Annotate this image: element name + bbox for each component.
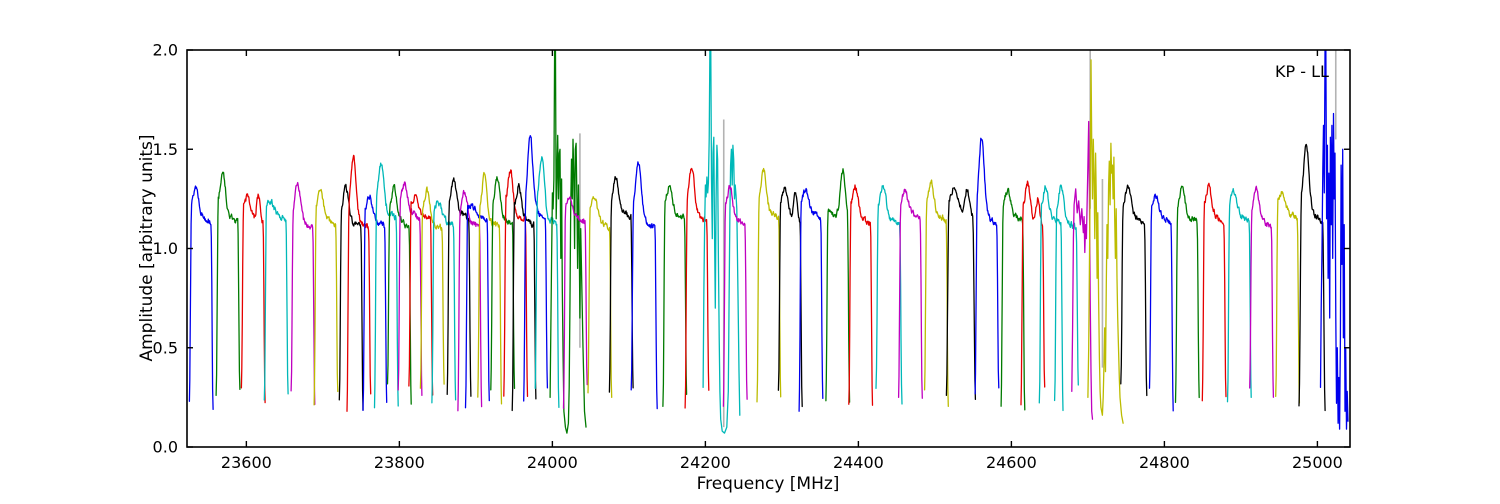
spectral-window-curve	[587, 196, 613, 399]
y-tick-label: 1.5	[153, 140, 178, 159]
spectral-window-curve	[1148, 193, 1174, 412]
spectral-window-curve	[549, 50, 587, 434]
spectral-window-curve	[1275, 190, 1301, 404]
spectral-window-curve	[974, 137, 1000, 395]
spectral-window-curve	[346, 154, 372, 412]
spectral-window-curve	[608, 175, 634, 393]
spectral-window-curve	[431, 200, 457, 404]
corner-annotation: KP - LL	[1275, 62, 1329, 81]
spectral-window-curve	[630, 161, 658, 410]
spectral-window-curve	[511, 182, 537, 412]
y-axis-label: Amplitude [arbitrary units]	[137, 134, 157, 361]
spectral-window-curve	[777, 186, 803, 408]
spectral-window-curve	[313, 188, 339, 406]
spectral-window-curve	[1053, 184, 1079, 402]
spectral-window-curve	[945, 187, 977, 400]
spectral-window-curve	[457, 189, 483, 412]
spectral-window-curve	[290, 181, 316, 406]
spectral-window-curve	[1226, 188, 1252, 403]
spectral-window-curve	[1249, 185, 1275, 398]
spectral-window-curve	[875, 184, 903, 405]
spectral-window-curve	[397, 181, 423, 397]
x-tick-label: 24600	[986, 453, 1037, 472]
spectral-window-curve	[1319, 50, 1349, 430]
x-axis-label: Frequency [MHz]	[697, 474, 840, 494]
x-tick-label: 24800	[1139, 453, 1190, 472]
spectral-window-curve	[215, 171, 241, 396]
spectral-window-curve	[562, 196, 588, 409]
spectral-curves	[188, 50, 1349, 434]
y-tick-label: 0.5	[153, 338, 178, 357]
spectral-window-curve	[373, 162, 399, 409]
x-tick-label: 24200	[680, 453, 731, 472]
x-tick-label: 24400	[833, 453, 884, 472]
spectral-window-curve	[662, 184, 688, 407]
spectral-window-curve	[1038, 185, 1064, 412]
axis-tick-labels: 23600 23800 24000 24200 24400 24600 24800 25000…	[153, 41, 1343, 473]
spectral-window-curve	[1000, 187, 1026, 411]
spectral-window-curve	[897, 188, 923, 399]
spectral-window-curve	[825, 168, 851, 403]
x-tick-label: 25000	[1292, 453, 1343, 472]
spectral-window-curve	[702, 50, 741, 434]
spectral-window-curve	[386, 183, 412, 405]
spectral-window-curve	[1174, 185, 1200, 404]
spectral-window-curve	[1201, 182, 1227, 402]
spectral-window-curve	[408, 194, 434, 396]
spectral-window-curve	[188, 185, 214, 410]
y-tick-label: 0.0	[153, 438, 178, 457]
spectral-window-curve	[923, 179, 949, 407]
spectral-window-curve	[722, 184, 748, 407]
spectral-window-curve	[464, 203, 490, 409]
spectral-window-curve	[1120, 184, 1148, 397]
spectral-window-curve	[756, 167, 782, 403]
x-tick-label: 24000	[527, 453, 578, 472]
axis-ticks	[187, 49, 1350, 448]
x-tick-label: 23800	[374, 453, 425, 472]
spectral-window-curve	[477, 171, 503, 405]
x-tick-label: 23600	[221, 453, 272, 472]
spectral-window-curve	[362, 194, 388, 411]
y-tick-label: 2.0	[153, 41, 178, 60]
spectral-window-curve	[523, 135, 549, 402]
spectral-window-curve	[263, 198, 289, 401]
spectral-window-curve	[419, 186, 445, 389]
y-tick-label: 1.0	[153, 239, 178, 258]
spectral-window-curve	[798, 187, 824, 412]
spectral-window-curve	[848, 184, 874, 406]
spectral-window-curve	[534, 156, 560, 409]
spectral-window-curve	[338, 183, 364, 411]
spectral-window-curve	[1087, 59, 1124, 424]
spectral-window-curve	[240, 193, 266, 404]
spectral-window-curve	[503, 169, 529, 398]
spectral-window-curve	[490, 176, 516, 391]
spectral-window-curve	[1298, 143, 1326, 412]
